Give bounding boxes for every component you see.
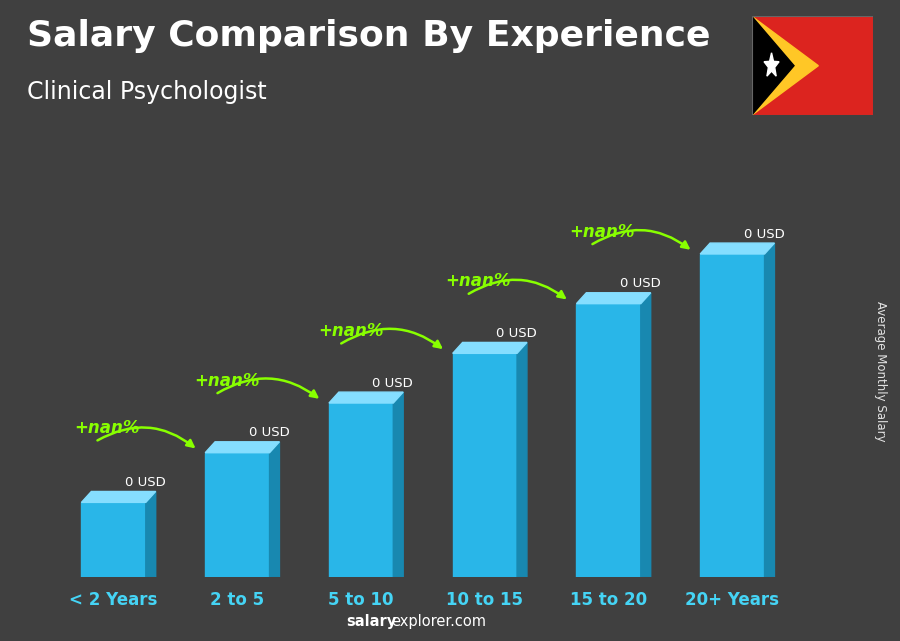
Text: 0 USD: 0 USD <box>248 426 289 439</box>
Text: 0 USD: 0 USD <box>743 228 784 240</box>
Polygon shape <box>764 243 774 577</box>
Polygon shape <box>700 243 774 254</box>
Bar <box>81 503 146 577</box>
Bar <box>205 453 270 577</box>
Polygon shape <box>270 442 280 577</box>
Polygon shape <box>641 293 651 577</box>
Polygon shape <box>764 53 779 76</box>
Text: +nan%: +nan% <box>569 222 634 240</box>
Polygon shape <box>329 392 403 403</box>
Polygon shape <box>205 442 280 453</box>
Text: +nan%: +nan% <box>318 322 383 340</box>
Text: 0 USD: 0 USD <box>373 377 413 390</box>
Text: Clinical Psychologist: Clinical Psychologist <box>27 80 266 104</box>
Bar <box>453 353 518 577</box>
Polygon shape <box>752 16 818 115</box>
Polygon shape <box>752 16 794 115</box>
Polygon shape <box>146 492 156 577</box>
Polygon shape <box>393 392 403 577</box>
Text: +nan%: +nan% <box>446 272 511 290</box>
Text: Salary Comparison By Experience: Salary Comparison By Experience <box>27 19 710 53</box>
Text: +nan%: +nan% <box>194 372 259 390</box>
Bar <box>577 304 641 577</box>
Text: explorer.com: explorer.com <box>392 615 487 629</box>
Text: Average Monthly Salary: Average Monthly Salary <box>874 301 886 442</box>
Bar <box>329 403 393 577</box>
Text: 0 USD: 0 USD <box>125 476 166 489</box>
Polygon shape <box>517 342 527 577</box>
Text: salary: salary <box>346 615 397 629</box>
Bar <box>700 254 764 577</box>
Polygon shape <box>81 492 156 503</box>
Text: 0 USD: 0 USD <box>496 327 536 340</box>
Text: +nan%: +nan% <box>74 419 140 437</box>
Polygon shape <box>577 293 651 304</box>
Polygon shape <box>453 342 527 353</box>
Text: 0 USD: 0 USD <box>620 278 661 290</box>
